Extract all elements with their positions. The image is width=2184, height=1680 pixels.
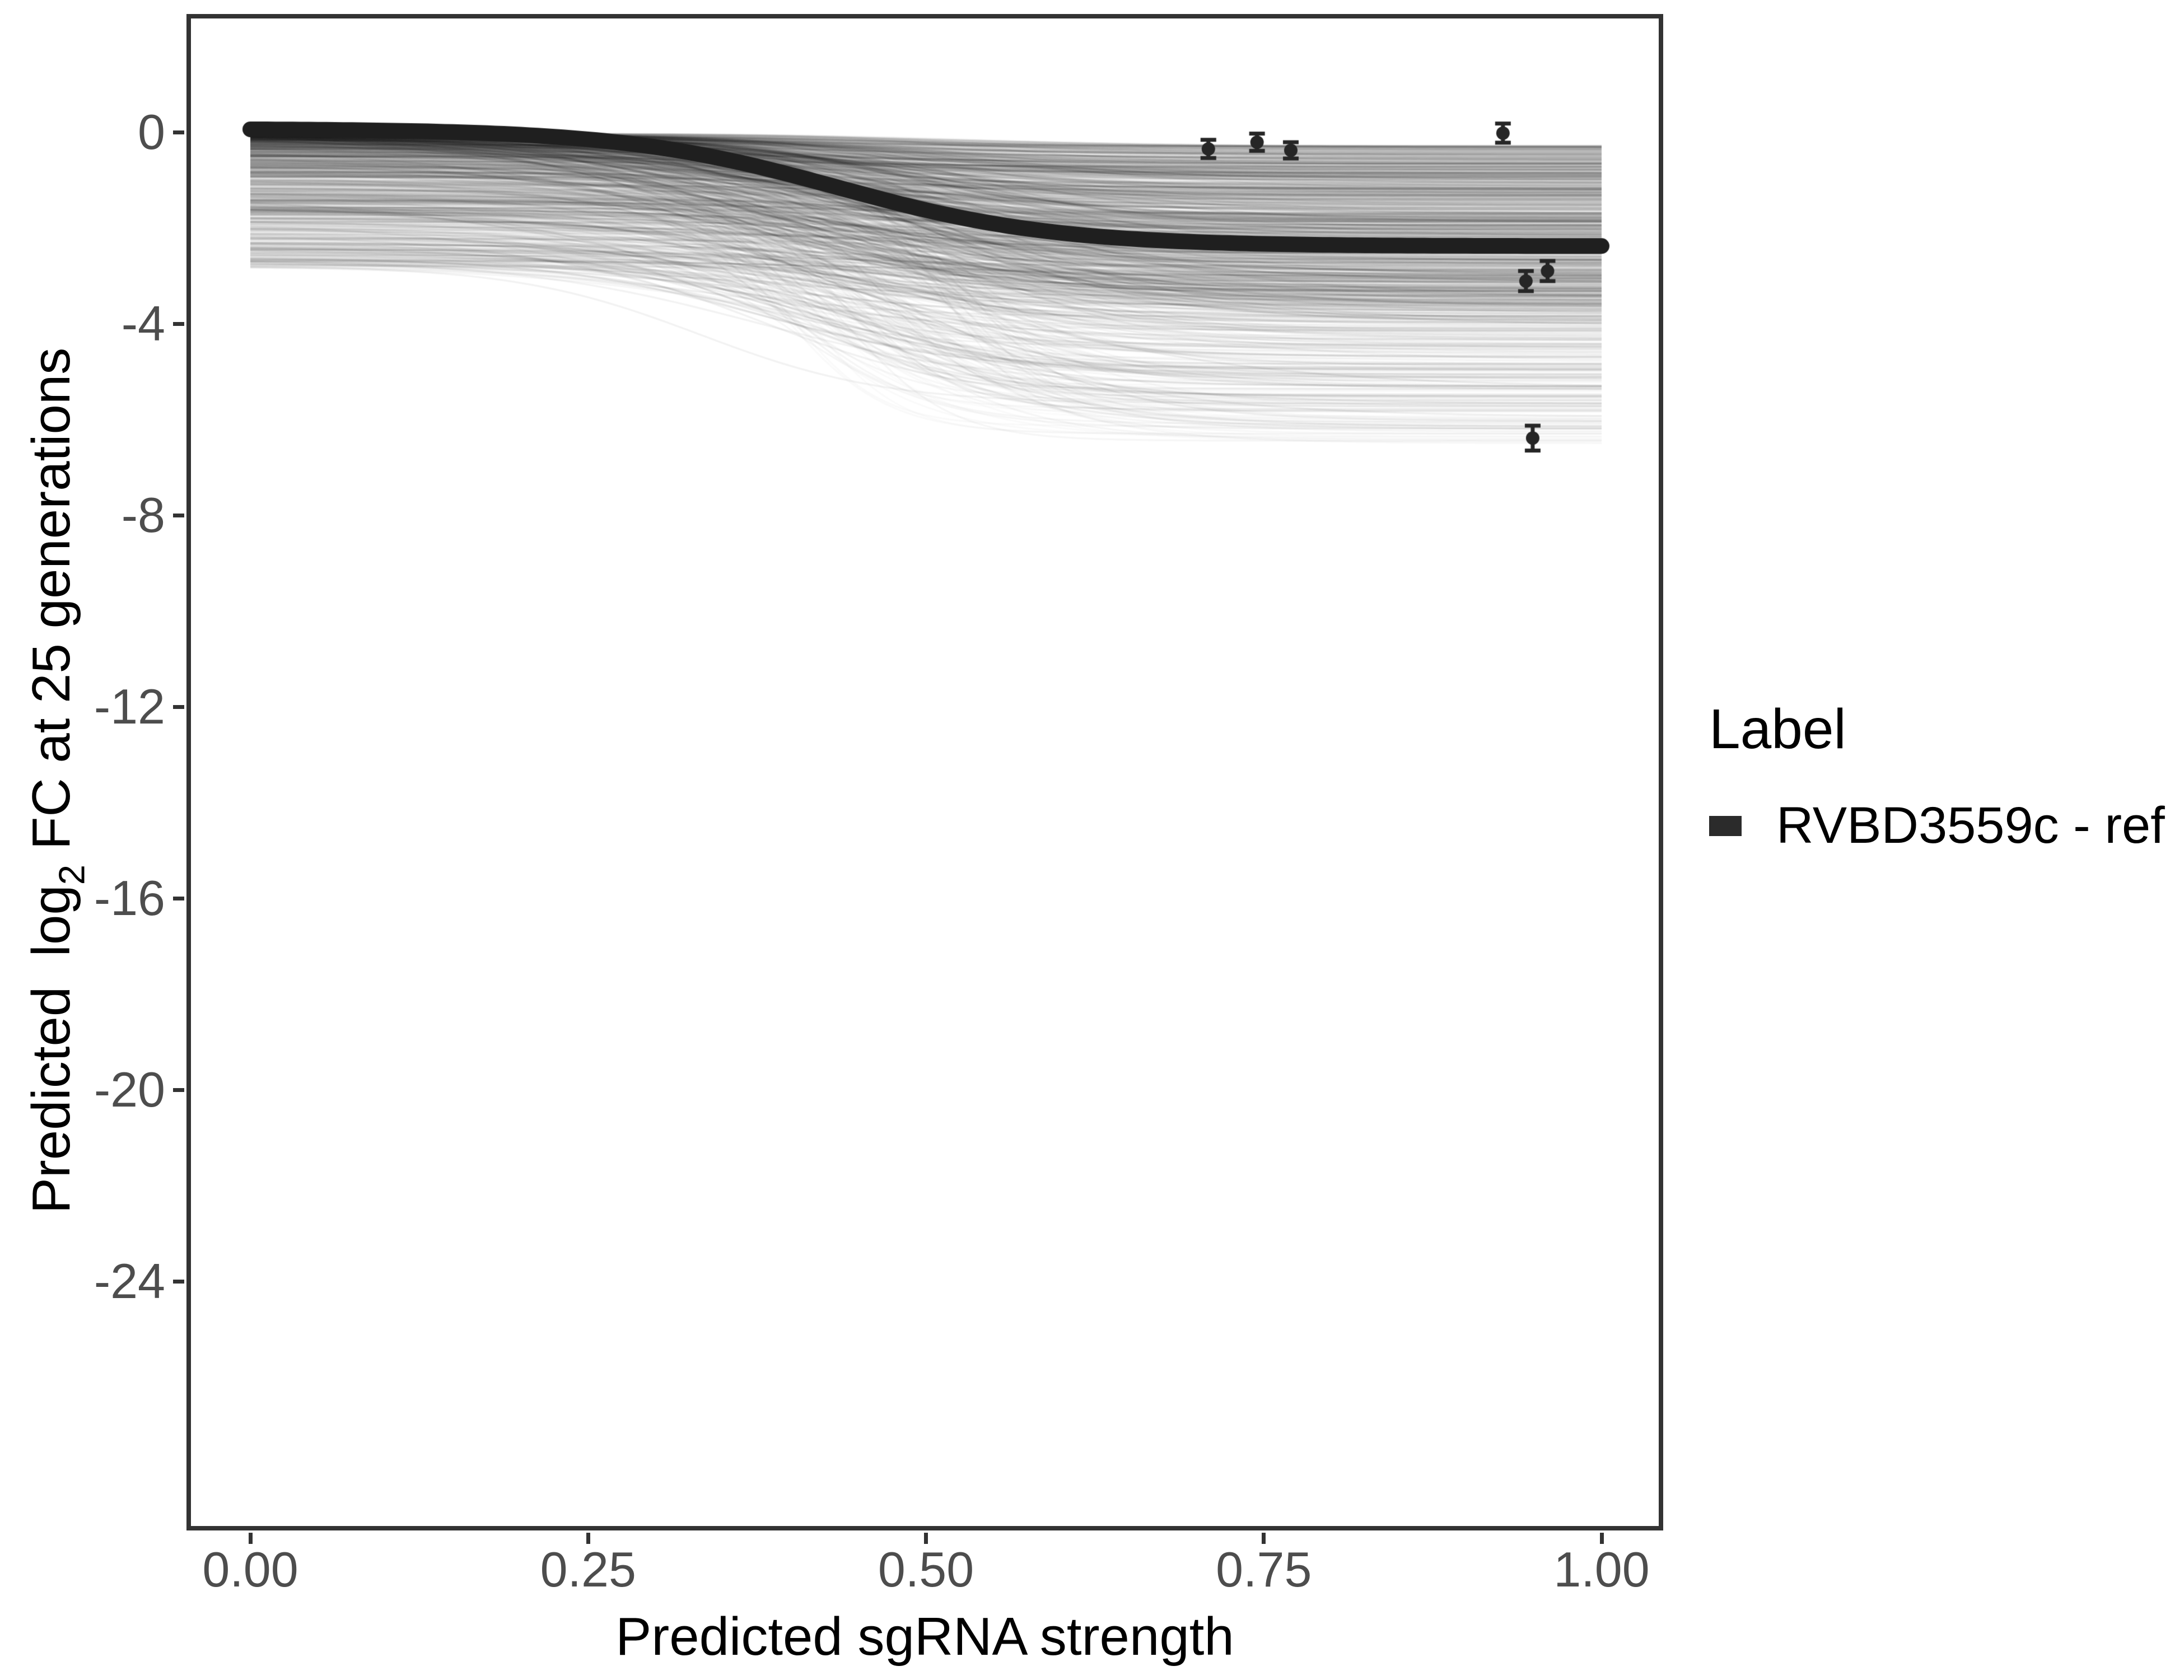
y-tick-mark xyxy=(173,896,184,900)
legend-title: Label xyxy=(1709,698,1846,760)
x-tick-mark xyxy=(1599,1533,1604,1544)
y-tick-label: 0 xyxy=(138,104,165,160)
y-tick-label: -12 xyxy=(94,679,165,734)
y-tick-mark xyxy=(173,321,184,326)
x-tick-mark xyxy=(248,1533,253,1544)
x-axis-title: Predicted sgRNA strength xyxy=(615,1607,1234,1667)
x-tick-label: 1.00 xyxy=(1553,1542,1650,1597)
x-tick-mark xyxy=(586,1533,590,1544)
y-axis-title-suffix: FC at 25 generations xyxy=(21,347,81,865)
x-tick-mark xyxy=(1262,1533,1266,1544)
y-axis-title: Predicted log2 FC at 25 generations xyxy=(18,25,92,1537)
x-tick-label: 0.75 xyxy=(1216,1542,1312,1597)
legend-item-label: RVBD3559c - ref xyxy=(1776,797,2165,854)
y-axis-title-prefix: Predicted log xyxy=(21,885,81,1214)
legend-key-swatch xyxy=(1709,815,1742,836)
y-tick-label: -24 xyxy=(94,1253,165,1309)
x-tick-label: 0.00 xyxy=(202,1542,298,1597)
y-tick-label: -8 xyxy=(121,487,165,543)
legend-item: RVBD3559c - ref xyxy=(1709,796,2165,855)
y-tick-mark xyxy=(173,130,184,134)
y-tick-label: -4 xyxy=(121,296,165,351)
x-tick-label: 0.25 xyxy=(540,1542,636,1597)
y-tick-mark xyxy=(173,1088,184,1092)
x-tick-label: 0.50 xyxy=(878,1542,974,1597)
legend: Label RVBD3559c - ref xyxy=(1709,697,2165,855)
x-tick-mark xyxy=(924,1533,928,1544)
y-tick-label: -20 xyxy=(94,1062,165,1117)
y-tick-label: -16 xyxy=(94,870,165,926)
y-tick-mark xyxy=(173,1279,184,1284)
y-tick-mark xyxy=(173,513,184,517)
y-tick-mark xyxy=(173,704,184,709)
